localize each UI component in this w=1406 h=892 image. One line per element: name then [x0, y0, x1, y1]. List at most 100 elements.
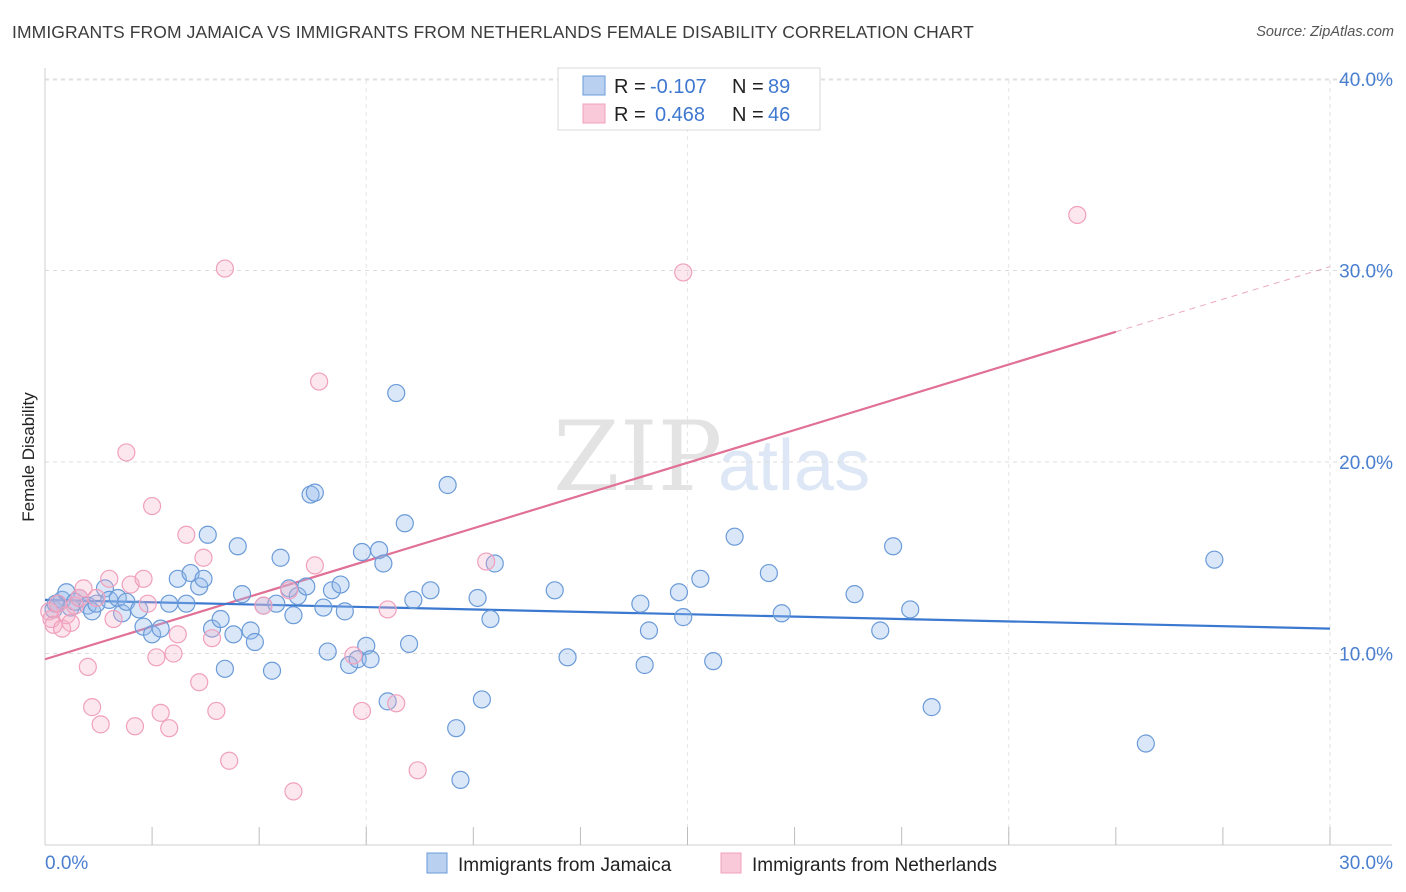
bottom-legend-jamaica: Immigrants from Jamaica [458, 855, 672, 876]
legend-n-value-2: 46 [768, 104, 790, 126]
x-tick-label-min: 0.0% [45, 853, 88, 874]
legend-n-label-1: N = [732, 76, 764, 98]
point-jamaica-35 [262, 661, 282, 680]
point-jamaica-85 [922, 698, 941, 717]
point-netherlands-34 [254, 596, 273, 615]
point-netherlands-12 [87, 588, 106, 608]
point-jamaica-31 [232, 585, 252, 604]
point-jamaica-30 [228, 537, 247, 556]
point-jamaica-79 [759, 563, 778, 583]
point-netherlands-28 [190, 673, 209, 692]
point-netherlands-13 [91, 715, 110, 734]
point-netherlands-35 [280, 581, 299, 600]
point-netherlands-24 [160, 719, 179, 738]
point-jamaica-48 [335, 602, 354, 621]
point-jamaica-75 [674, 608, 693, 627]
point-netherlands-33 [220, 751, 239, 770]
bottom-legend-swatch-netherlands [720, 852, 742, 874]
point-jamaica-24 [194, 569, 213, 588]
point-jamaica-41 [297, 577, 316, 596]
legend-r-value-1: -0.107 [650, 76, 707, 98]
gridlines [45, 78, 1392, 845]
point-netherlands-27 [177, 525, 196, 544]
point-jamaica-61 [421, 581, 440, 600]
bottom-legend-netherlands: Immigrants from Netherlands [752, 855, 997, 876]
point-netherlands-44 [477, 552, 496, 571]
point-jamaica-25 [198, 525, 217, 544]
axes: 10.0% 20.0% 30.0% 40.0% 0.0% 30.0% [44, 68, 1393, 874]
point-netherlands-43 [408, 761, 427, 780]
trend-line-netherlands [44, 330, 1117, 661]
point-netherlands-29 [194, 548, 213, 567]
point-jamaica-59 [399, 634, 419, 654]
point-jamaica-52 [357, 636, 376, 655]
point-jamaica-43 [305, 483, 324, 502]
point-jamaica-71 [631, 594, 650, 613]
source-label: Source: ZipAtlas.com [1256, 24, 1394, 40]
point-jamaica-51 [352, 542, 372, 562]
y-axis-label: Female Disability [19, 392, 38, 522]
point-jamaica-76 [691, 569, 710, 588]
point-netherlands-19 [134, 569, 153, 588]
point-netherlands-15 [104, 609, 123, 629]
point-netherlands-23 [151, 703, 170, 722]
point-jamaica-82 [871, 621, 890, 640]
y-tick-label-20: 20.0% [1339, 453, 1393, 474]
point-jamaica-44 [314, 598, 333, 617]
point-netherlands-6 [61, 613, 80, 632]
point-jamaica-66 [472, 690, 491, 709]
point-netherlands-9 [74, 579, 93, 598]
point-jamaica-47 [331, 575, 350, 594]
point-jamaica-74 [669, 583, 689, 602]
point-jamaica-32 [241, 621, 260, 640]
point-jamaica-53 [361, 650, 380, 669]
point-netherlands-31 [207, 701, 226, 721]
legend-swatch-jamaica [582, 75, 606, 96]
watermark-atlas: atlas [718, 426, 870, 506]
y-tick-label-30: 30.0% [1339, 262, 1393, 283]
legend-r-value-2: 0.468 [655, 104, 705, 126]
legend-r-label-2: R = [614, 104, 646, 126]
point-netherlands-42 [387, 694, 406, 713]
point-netherlands-32 [215, 259, 234, 278]
point-jamaica-81 [845, 585, 864, 604]
trend-line-jamaica [44, 598, 1331, 630]
trend-lines [44, 266, 1331, 661]
legend-box: R = -0.107 N = 89 R = 0.468 N = 46 [557, 67, 821, 131]
legend-r-label-1: R = [614, 76, 646, 98]
trend-line-netherlands-dashed [1115, 266, 1331, 333]
point-jamaica-63 [447, 719, 466, 738]
point-jamaica-45 [318, 642, 337, 661]
point-jamaica-19 [160, 594, 179, 613]
point-netherlands-22 [147, 648, 166, 667]
point-jamaica-87 [1205, 550, 1224, 569]
point-jamaica-67 [481, 609, 500, 629]
point-jamaica-77 [704, 652, 723, 671]
point-netherlands-30 [202, 629, 222, 648]
point-jamaica-29 [224, 625, 243, 644]
point-netherlands-11 [83, 698, 102, 717]
point-jamaica-84 [901, 600, 920, 619]
legend-n-label-2: N = [732, 104, 764, 126]
chart-title: IMMIGRANTS FROM JAMAICA VS IMMIGRANTS FR… [12, 22, 974, 42]
point-netherlands-38 [310, 372, 329, 391]
point-netherlands-21 [142, 496, 162, 516]
point-jamaica-72 [635, 655, 654, 675]
point-netherlands-36 [284, 782, 303, 801]
point-jamaica-58 [395, 514, 414, 533]
point-netherlands-20 [138, 594, 157, 613]
bottom-legend-swatch-jamaica [426, 852, 448, 874]
y-tick-label-40: 40.0% [1339, 70, 1393, 91]
point-jamaica-37 [271, 548, 290, 567]
point-jamaica-21 [177, 594, 196, 613]
point-jamaica-73 [639, 621, 659, 640]
series-netherlands-points [40, 205, 1087, 801]
point-jamaica-55 [374, 554, 393, 573]
point-jamaica-69 [545, 581, 564, 600]
point-jamaica-80 [772, 604, 791, 623]
point-jamaica-60 [404, 590, 423, 609]
point-jamaica-27 [211, 609, 230, 629]
point-jamaica-18 [151, 619, 170, 638]
y-tick-label-10: 10.0% [1339, 645, 1393, 666]
